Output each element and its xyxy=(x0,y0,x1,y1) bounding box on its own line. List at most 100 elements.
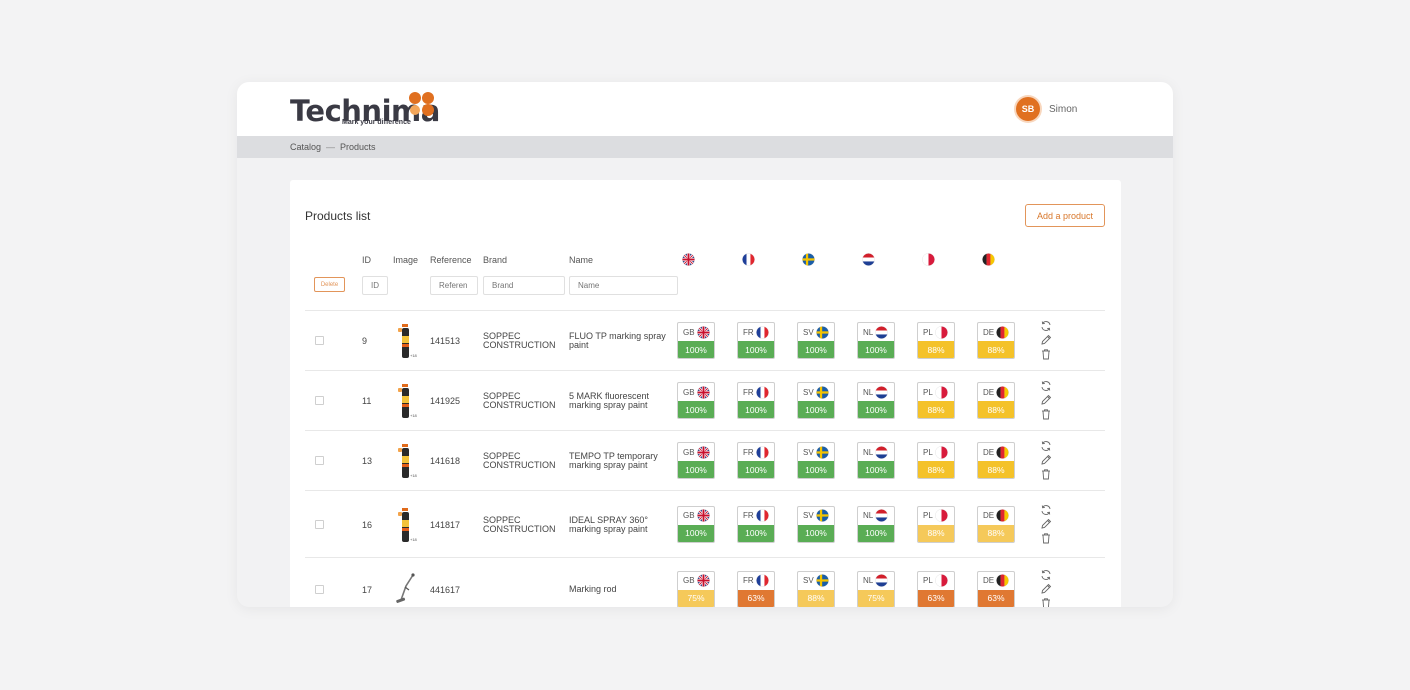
translation-nl[interactable]: NL 100% xyxy=(857,442,895,479)
translation-nl[interactable]: NL 100% xyxy=(857,382,895,419)
flag-de-icon xyxy=(982,253,995,266)
translation-gb[interactable]: GB 100% xyxy=(677,382,715,419)
flag-se-icon xyxy=(802,253,815,266)
translation-de[interactable]: DE 88% xyxy=(977,505,1015,543)
technima-logo[interactable]: Technima Mark your difference xyxy=(290,90,440,130)
flag-pl-icon xyxy=(933,509,948,522)
product-image[interactable]: +18 xyxy=(393,443,418,479)
edit-icon[interactable] xyxy=(1040,394,1054,406)
edit-icon[interactable] xyxy=(1040,334,1054,346)
completion-badge: 63% xyxy=(918,589,954,607)
trash-icon[interactable] xyxy=(1040,597,1054,607)
edit-icon[interactable] xyxy=(1040,518,1054,530)
language-code: SV xyxy=(803,327,814,337)
trash-icon[interactable] xyxy=(1040,468,1054,480)
flag-fr-icon xyxy=(754,325,769,339)
translation-pl[interactable]: PL 63% xyxy=(917,570,955,607)
flag-fr-icon xyxy=(742,253,755,266)
table-row[interactable]: 11 +18 141925 SOPPEC CONSTRUCTION 5 MARK fluo… xyxy=(305,370,1105,430)
product-image[interactable]: +18 xyxy=(393,383,418,419)
translation-de[interactable]: DE 63% xyxy=(977,570,1015,607)
reference-filter-input[interactable] xyxy=(430,276,478,295)
column-header-name[interactable]: Name xyxy=(569,255,594,265)
brand-filter-input[interactable] xyxy=(483,276,565,295)
translation-pl[interactable]: PL 88% xyxy=(917,505,955,543)
translation-gb[interactable]: GB 100% xyxy=(677,505,715,543)
product-image[interactable] xyxy=(393,572,417,608)
row-checkbox[interactable] xyxy=(315,396,324,405)
row-checkbox[interactable] xyxy=(315,584,324,594)
delete-selected-button[interactable]: Delete xyxy=(314,277,345,292)
translation-fr[interactable]: FR 100% xyxy=(737,382,775,419)
translation-sv[interactable]: SV 100% xyxy=(797,505,835,543)
language-code: NL xyxy=(863,327,874,337)
translation-pl[interactable]: PL 88% xyxy=(917,322,955,359)
translation-pl[interactable]: PL 88% xyxy=(917,442,955,479)
table-row[interactable]: 16 +18 141817 SOPPEC CONSTRUCTION IDEAL SPRAY… xyxy=(305,490,1105,557)
row-checkbox[interactable] xyxy=(315,336,324,345)
trash-icon[interactable] xyxy=(1040,348,1054,360)
language-code: GB xyxy=(683,387,695,397)
product-image[interactable]: +18 xyxy=(393,323,418,359)
table-row[interactable]: 13 +18 141618 SOPPEC CONSTRUCTION TEMPO TP te… xyxy=(305,430,1105,490)
id-filter-input[interactable] xyxy=(362,276,388,295)
trash-icon[interactable] xyxy=(1040,408,1054,420)
add-product-button[interactable]: Add a product xyxy=(1025,204,1105,227)
edit-icon[interactable] xyxy=(1040,454,1054,466)
flag-pl-icon xyxy=(933,325,948,339)
table-row[interactable]: 17 441617 Marking rod GB 75% FR 63% SV 88% NL 75% P… xyxy=(305,557,1105,607)
refresh-icon[interactable] xyxy=(1040,440,1054,452)
translation-fr[interactable]: FR 63% xyxy=(737,570,775,607)
translation-de[interactable]: DE 88% xyxy=(977,382,1015,419)
translation-nl[interactable]: NL 100% xyxy=(857,505,895,543)
name-filter-input[interactable] xyxy=(569,276,678,295)
column-header-id[interactable]: ID xyxy=(362,255,371,265)
row-checkbox[interactable] xyxy=(315,456,324,465)
table-row[interactable]: 9 +18 141513 SOPPEC CONSTRUCTION FLUO TP mark… xyxy=(305,310,1105,370)
translation-fr[interactable]: FR 100% xyxy=(737,442,775,479)
user-menu[interactable]: SB Simon xyxy=(1016,97,1077,121)
avatar: SB xyxy=(1016,97,1040,121)
row-reference: 141925 xyxy=(430,396,461,406)
translation-gb[interactable]: GB 100% xyxy=(677,442,715,479)
brand-line: SOPPEC xyxy=(483,391,521,401)
column-header-reference[interactable]: Reference xyxy=(430,255,472,265)
translation-language: SV xyxy=(798,443,834,461)
translation-sv[interactable]: SV 100% xyxy=(797,322,835,359)
translation-nl[interactable]: NL 75% xyxy=(857,570,895,607)
translation-de[interactable]: DE 88% xyxy=(977,442,1015,479)
translation-sv[interactable]: SV 100% xyxy=(797,382,835,419)
breadcrumb-catalog[interactable]: Catalog xyxy=(290,142,322,152)
product-image[interactable]: +18 xyxy=(393,507,418,543)
translation-pl[interactable]: PL 88% xyxy=(917,382,955,419)
refresh-icon[interactable] xyxy=(1040,569,1054,581)
translation-fr[interactable]: FR 100% xyxy=(737,322,775,359)
completion-badge: 88% xyxy=(978,401,1014,418)
flag-fr-icon xyxy=(754,385,769,399)
brand-line: CONSTRUCTION xyxy=(483,400,556,410)
row-actions xyxy=(1040,504,1054,546)
translation-fr[interactable]: FR 100% xyxy=(737,505,775,543)
column-header-brand[interactable]: Brand xyxy=(483,255,508,265)
translation-sv[interactable]: SV 100% xyxy=(797,442,835,479)
translation-nl[interactable]: NL 100% xyxy=(857,322,895,359)
edit-icon[interactable] xyxy=(1040,583,1054,595)
translation-gb[interactable]: GB 100% xyxy=(677,322,715,359)
translation-language: GB xyxy=(678,323,714,341)
translation-sv[interactable]: SV 88% xyxy=(797,570,835,607)
name-line: paint xyxy=(569,340,589,350)
language-code: DE xyxy=(983,576,995,585)
completion-badge: 100% xyxy=(798,461,834,478)
refresh-icon[interactable] xyxy=(1040,380,1054,392)
completion-badge: 75% xyxy=(678,589,714,607)
translation-de[interactable]: DE 88% xyxy=(977,322,1015,359)
translation-language: PL xyxy=(918,572,954,590)
page-title: Products list xyxy=(305,209,371,223)
refresh-icon[interactable] xyxy=(1040,504,1054,516)
trash-icon[interactable] xyxy=(1040,532,1054,544)
translation-gb[interactable]: GB 75% xyxy=(677,570,715,607)
refresh-icon[interactable] xyxy=(1040,320,1054,332)
flag-uk-icon xyxy=(695,509,710,522)
row-checkbox[interactable] xyxy=(315,519,324,529)
flag-uk-icon xyxy=(695,325,710,339)
